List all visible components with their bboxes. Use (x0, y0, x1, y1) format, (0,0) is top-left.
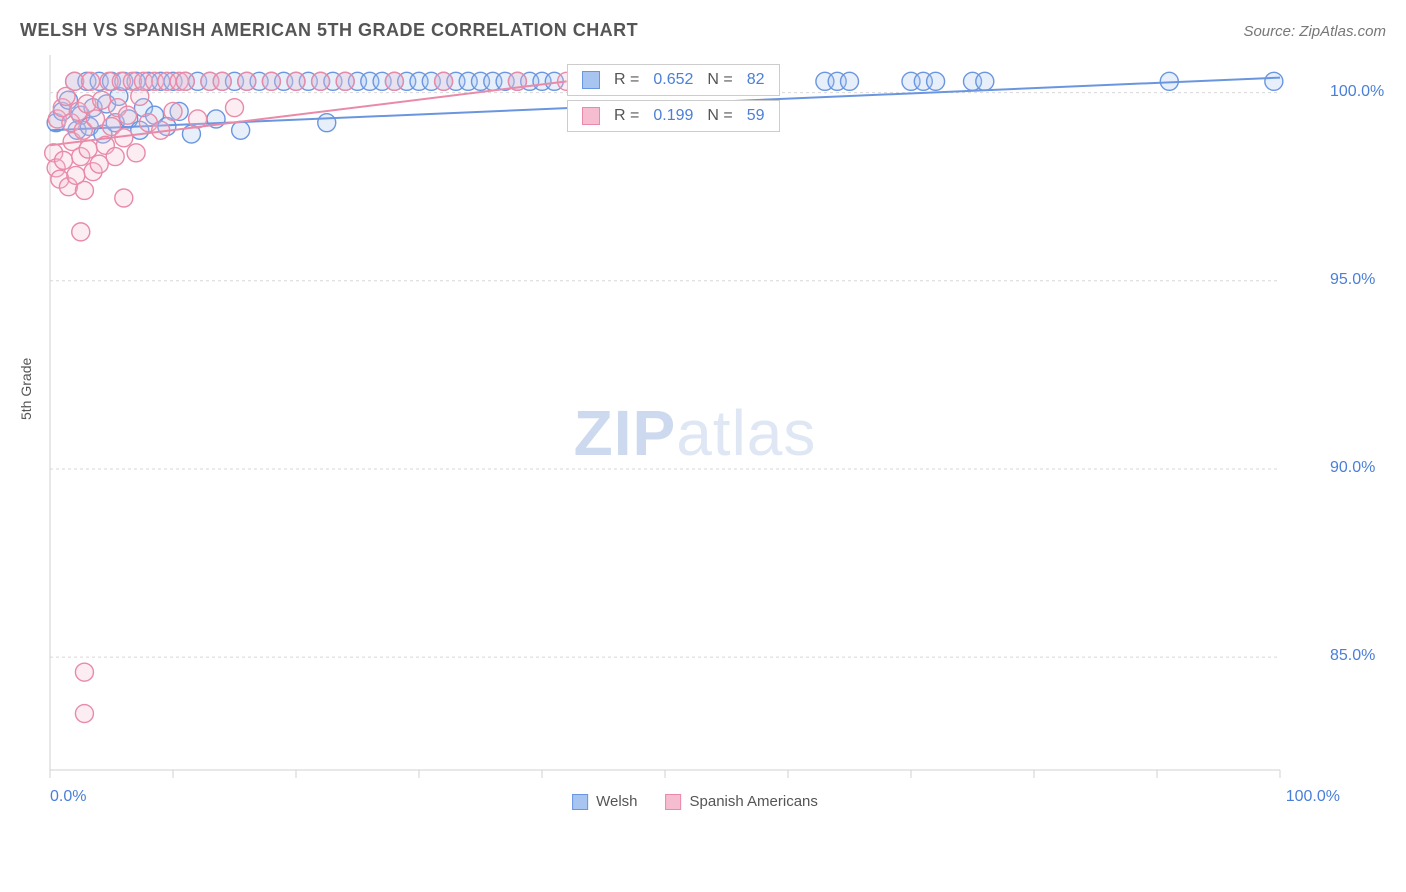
legend-item: Welsh (572, 793, 637, 810)
chart-header: WELSH VS SPANISH AMERICAN 5TH GRADE CORR… (20, 20, 1386, 41)
legend-swatch (666, 794, 682, 810)
legend-label: Spanish Americans (690, 793, 818, 810)
x-axis-min-label: 0.0% (50, 788, 86, 806)
chart-title: WELSH VS SPANISH AMERICAN 5TH GRADE CORR… (20, 20, 638, 41)
chart-source: Source: ZipAtlas.com (1243, 23, 1386, 40)
y-tick-label: 85.0% (1330, 647, 1390, 665)
legend-item: Spanish Americans (666, 793, 818, 810)
n-value: 82 (747, 71, 765, 89)
legend-swatch (572, 794, 588, 810)
y-axis-label: 5th Grade (18, 358, 34, 420)
chart-area: ZIPatlas R =0.652N =82R =0.199N =59 0.0%… (50, 55, 1340, 810)
legend-label: Welsh (596, 793, 637, 810)
r-label: R = (614, 107, 639, 125)
r-value: 0.199 (653, 107, 693, 125)
r-value: 0.652 (653, 71, 693, 89)
scatter-chart (50, 55, 1340, 810)
x-axis-max-label: 100.0% (1286, 788, 1340, 806)
info-swatch (582, 107, 600, 125)
correlation-info-box: R = 0.652 N = 82 (567, 64, 780, 96)
n-label: N = (707, 107, 732, 125)
n-value: 59 (747, 107, 765, 125)
info-swatch (582, 71, 600, 89)
y-tick-label: 90.0% (1330, 459, 1390, 477)
bottom-legend: Welsh Spanish Americans (572, 793, 818, 810)
correlation-info-box: R = 0.199 N = 59 (567, 100, 780, 132)
y-tick-label: 100.0% (1330, 83, 1390, 101)
n-label: N = (707, 71, 732, 89)
r-label: R = (614, 71, 639, 89)
y-tick-label: 95.0% (1330, 271, 1390, 289)
